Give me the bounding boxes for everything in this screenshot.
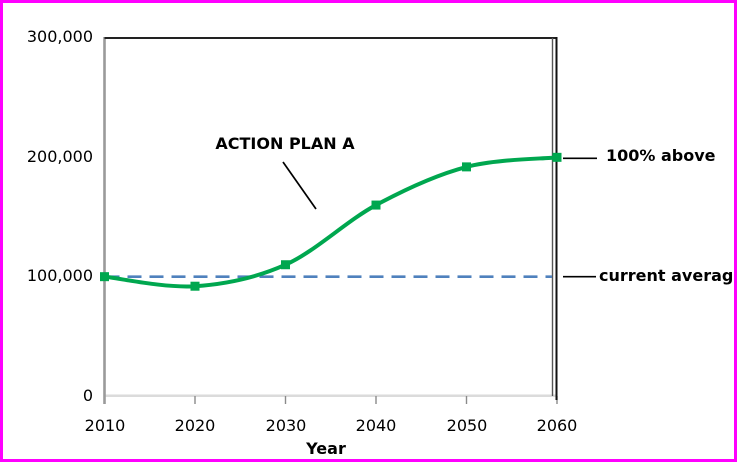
series-line [102,155,559,289]
x-tick-2030: 2030 [265,416,307,435]
y-tick-0: 0 [82,386,93,405]
data-point-marker [552,152,562,162]
data-point-marker [281,260,290,270]
x-tick-2050: 2050 [446,416,488,435]
x-axis-title: Year [306,439,346,458]
x-tick-2020: 2020 [174,416,216,435]
y-tick-200000: 200,000 [26,147,93,166]
x-tick-2040: 2040 [355,416,397,435]
end-value-label: 100% above [606,146,716,165]
x-tick-2010: 2010 [84,416,126,435]
x-tick-2060: 2060 [536,416,578,435]
data-point-marker [100,272,109,282]
data-point-marker [462,162,471,172]
y-tick-300000: 300,000 [26,27,93,46]
y-tick-100000: 100,000 [26,266,93,285]
reference-line-label: current average [599,266,737,285]
series-annotation-label: ACTION PLAN A [215,134,355,153]
data-point-marker [190,281,200,291]
data-point-marker [371,200,381,210]
